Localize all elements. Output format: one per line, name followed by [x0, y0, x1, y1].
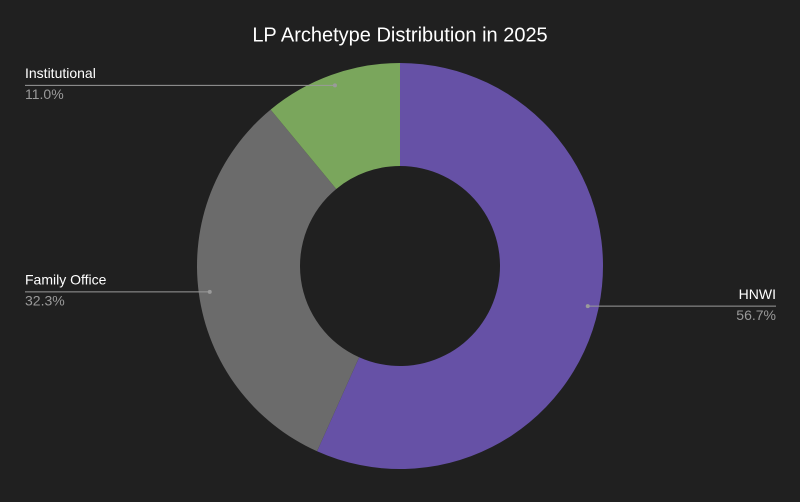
slice-value-label: 32.3%: [25, 293, 65, 309]
slice-value-label: 56.7%: [736, 307, 776, 323]
chart-title: LP Archetype Distribution in 2025: [252, 24, 547, 46]
slice-value-label: 11.0%: [25, 86, 64, 102]
slice-label: HNWI: [739, 286, 776, 302]
donut-slice: [270, 63, 400, 189]
donut-slice: [317, 63, 604, 469]
slice-label: Institutional: [25, 65, 96, 81]
slice-label: Family Office: [25, 272, 107, 288]
leader-dot: [332, 83, 337, 88]
donut-slice: [197, 109, 360, 452]
leader-dot: [207, 289, 212, 294]
leader-dot: [585, 304, 590, 309]
